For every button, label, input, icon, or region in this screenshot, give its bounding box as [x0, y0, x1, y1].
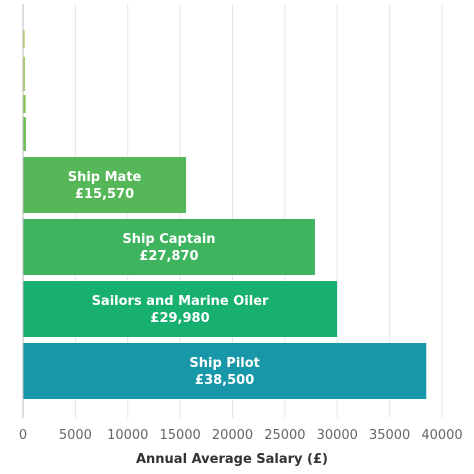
bar-0 [23, 30, 25, 48]
bar-4 [23, 157, 187, 213]
bar-category-label-5: Ship Captain [122, 232, 215, 247]
bar-6 [23, 281, 338, 337]
x-tick-label-20000: 20000 [212, 428, 253, 443]
bar-3 [23, 117, 26, 151]
x-tick-label-10000: 10000 [107, 428, 148, 443]
bar-category-label-4: Ship Mate [68, 170, 142, 185]
bar-7 [23, 343, 427, 399]
x-tick-label-40000: 40000 [421, 428, 462, 443]
x-tick-label-25000: 25000 [264, 428, 305, 443]
bar-value-label-4: £15,570 [75, 187, 134, 202]
x-tick-label-0: 0 [19, 428, 27, 443]
bar-category-label-7: Ship Pilot [189, 356, 260, 371]
axis-layer: 0 5000 10000 15000 20000 25000 30000 35000 40000 [19, 4, 463, 443]
bar-1 [23, 57, 25, 91]
bar-5 [23, 219, 315, 275]
x-tick-label-30000: 30000 [317, 428, 358, 443]
bar-value-label-7: £38,500 [195, 373, 254, 388]
bar-layer [23, 30, 427, 399]
x-tick-label-15000: 15000 [159, 428, 200, 443]
x-tick-label-5000: 5000 [59, 428, 92, 443]
x-tick-label-35000: 35000 [369, 428, 410, 443]
bar-category-label-6: Sailors and Marine Oiler [92, 294, 269, 309]
x-axis-title: Annual Average Salary (£) [136, 452, 328, 467]
bar-label-layer: Ship Mate £15,570 Ship Captain £27,870 Sailo… [68, 170, 269, 388]
bar-value-label-6: £29,980 [150, 311, 209, 326]
bar-value-label-5: £27,870 [139, 249, 198, 264]
bar-2 [23, 95, 26, 113]
